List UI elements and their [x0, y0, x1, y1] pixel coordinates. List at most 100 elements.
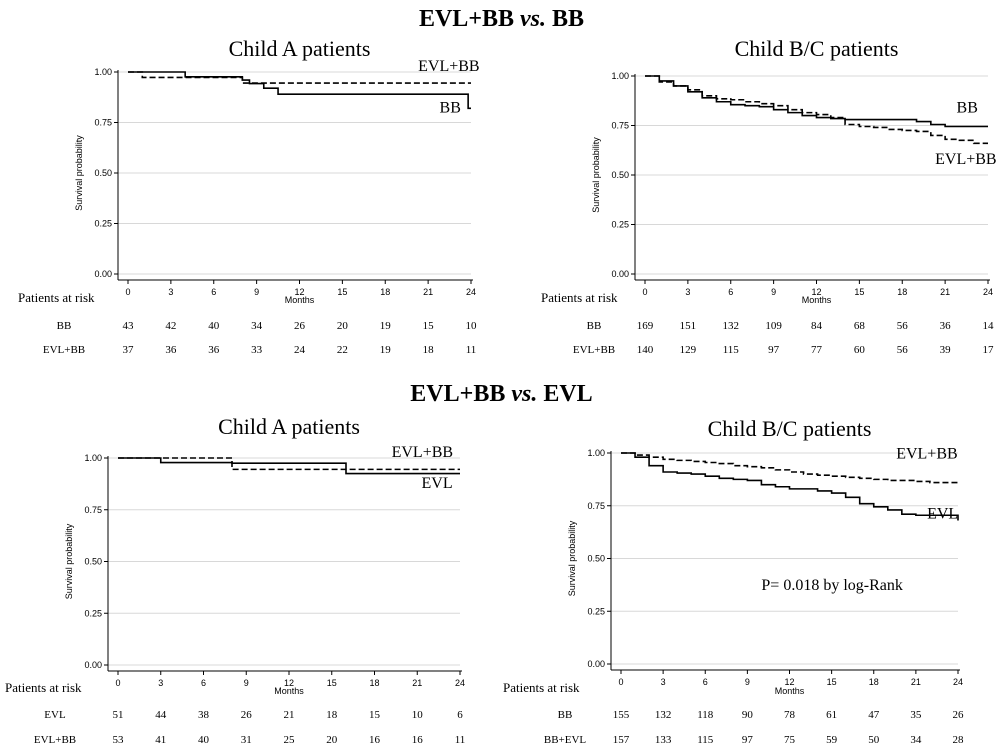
- risk-value: 26: [241, 709, 253, 721]
- series-line-evl-bb: [645, 75, 988, 145]
- y-tick-label: 0.50: [611, 170, 629, 180]
- x-tick-label: 3: [685, 287, 690, 297]
- risk-value: 11: [455, 734, 466, 746]
- risk-value: 61: [826, 709, 837, 721]
- y-tick-label: 0.75: [94, 118, 112, 128]
- risk-value: 19: [380, 344, 392, 356]
- risk-value: 15: [369, 709, 381, 721]
- x-tick-label: 12: [294, 287, 304, 297]
- section-title-top-vs: vs.: [520, 6, 547, 32]
- y-tick-label: 0.25: [94, 219, 112, 229]
- risk-table-header: Patients at risk: [503, 680, 580, 695]
- risk-value: 132: [655, 709, 672, 721]
- x-tick-label: 21: [940, 287, 950, 297]
- risk-value: 53: [113, 734, 125, 746]
- y-tick-label: 0.25: [587, 606, 605, 616]
- risk-row-label: BB+EVL: [544, 734, 587, 746]
- risk-value: 56: [897, 320, 909, 332]
- risk-row-label: EVL+BB: [34, 734, 76, 746]
- risk-value: 84: [811, 320, 823, 332]
- series-line-evl: [621, 452, 959, 521]
- y-tick-label: 1.00: [611, 71, 629, 81]
- x-tick-label: 24: [466, 287, 476, 297]
- y-tick-label: 0.00: [587, 659, 605, 669]
- chart-title: Child A patients: [218, 414, 360, 439]
- risk-value: 42: [165, 320, 176, 332]
- y-tick-label: 0.50: [587, 554, 605, 564]
- risk-value: 39: [940, 344, 952, 356]
- risk-value: 118: [697, 709, 714, 721]
- curve-label: EVL: [422, 475, 453, 492]
- curve-label: EVL+BB: [896, 445, 957, 462]
- risk-value: 109: [765, 320, 782, 332]
- x-axis-title: Months: [802, 295, 832, 305]
- risk-value: 18: [326, 709, 338, 721]
- risk-row-label: BB: [587, 320, 602, 332]
- chart-title: Child B/C patients: [735, 36, 899, 61]
- risk-value: 60: [854, 344, 866, 356]
- risk-value: 47: [868, 709, 880, 721]
- risk-value: 115: [697, 734, 714, 746]
- risk-value: 17: [983, 344, 995, 356]
- x-tick-label: 12: [284, 678, 294, 688]
- section-title-bottom-vs: vs.: [511, 381, 538, 407]
- risk-value: 38: [198, 709, 210, 721]
- x-tick-label: 3: [158, 678, 163, 688]
- curve-label: EVL+BB: [935, 151, 996, 168]
- chart-2: Child B/C patients 0.00 0.25 0.50 0.75 1.00 0 3…: [541, 36, 997, 356]
- risk-value: 33: [251, 344, 263, 356]
- curve-label: BB: [440, 99, 461, 116]
- risk-value: 140: [637, 344, 654, 356]
- risk-table-header: Patients at risk: [5, 680, 82, 695]
- risk-value: 15: [423, 320, 435, 332]
- y-tick-label: 0.25: [611, 220, 629, 230]
- y-tick-label: 0.00: [611, 269, 629, 279]
- y-tick-label: 0.25: [84, 608, 102, 618]
- x-tick-label: 18: [869, 677, 879, 687]
- series-line-evl-bb: [118, 457, 460, 471]
- x-tick-label: 18: [380, 287, 390, 297]
- x-tick-label: 18: [369, 678, 379, 688]
- chart-title: Child B/C patients: [708, 416, 872, 441]
- risk-value: 14: [983, 320, 995, 332]
- risk-value: 25: [284, 734, 296, 746]
- risk-value: 26: [953, 709, 965, 721]
- risk-value: 10: [412, 709, 424, 721]
- risk-value: 50: [868, 734, 880, 746]
- p-value-annotation: P= 0.018 by log-Rank: [761, 577, 902, 594]
- risk-value: 10: [466, 320, 478, 332]
- y-tick-label: 1.00: [587, 448, 605, 458]
- y-tick-label: 0.75: [611, 121, 629, 131]
- y-tick-label: 0.75: [587, 501, 605, 511]
- x-tick-label: 24: [455, 678, 465, 688]
- curve-label: EVL+BB: [418, 58, 479, 75]
- risk-row-label: EVL+BB: [573, 344, 615, 356]
- x-tick-label: 15: [337, 287, 347, 297]
- y-tick-label: 0.50: [94, 168, 112, 178]
- risk-row-label: BB: [558, 709, 573, 721]
- x-tick-label: 12: [784, 677, 794, 687]
- risk-row-label: EVL: [44, 709, 66, 721]
- x-tick-label: 6: [211, 287, 216, 297]
- risk-table-header: Patients at risk: [18, 290, 95, 305]
- x-tick-label: 3: [168, 287, 173, 297]
- x-tick-label: 0: [115, 678, 120, 688]
- risk-value: 24: [294, 344, 306, 356]
- x-tick-label: 12: [811, 287, 821, 297]
- section-title-top-right: BB: [552, 6, 585, 32]
- risk-value: 75: [784, 734, 796, 746]
- risk-value: 40: [198, 734, 210, 746]
- x-tick-label: 15: [854, 287, 864, 297]
- risk-row-label: BB: [57, 320, 72, 332]
- risk-value: 68: [854, 320, 866, 332]
- section-title-top: EVL+BB vs. BB: [0, 6, 1003, 33]
- risk-value: 90: [742, 709, 754, 721]
- risk-value: 16: [412, 734, 424, 746]
- y-tick-label: 0.75: [84, 505, 102, 515]
- risk-value: 22: [337, 344, 348, 356]
- chart-3: Child A patients 0.00 0.25 0.50 0.75 1.00 0 3 6 9…: [5, 414, 465, 746]
- risk-value: 115: [723, 344, 740, 356]
- risk-value: 28: [953, 734, 965, 746]
- x-tick-label: 9: [771, 287, 776, 297]
